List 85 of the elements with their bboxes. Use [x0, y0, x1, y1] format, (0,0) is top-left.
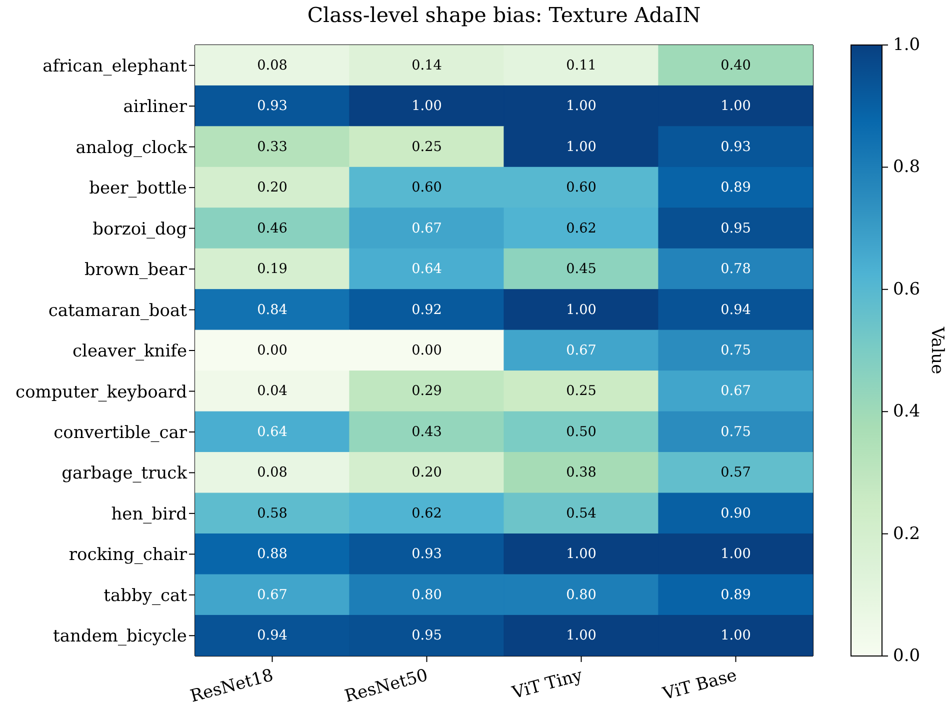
data-label: 0.80 [566, 586, 596, 603]
data-label: 0.04 [257, 383, 288, 400]
data-label: 0.45 [566, 261, 596, 278]
data-label: 0.89 [720, 180, 751, 196]
data-label: 0.75 [720, 342, 751, 358]
data-label: 0.64 [257, 424, 288, 440]
data-label: 0.62 [566, 220, 596, 236]
data-label: 0.93 [720, 138, 751, 155]
y-tick-label: african_elephant [42, 56, 188, 76]
color-bar-label: 0.4 [893, 402, 920, 422]
y-tick-label: tabby_cat [104, 586, 188, 606]
data-label: 0.95 [720, 220, 751, 236]
data-label: 1.00 [720, 628, 751, 644]
color-bar-label: 0.6 [893, 279, 920, 300]
y-tick-label: tandem_bicycle [53, 626, 187, 647]
data-label: 0.19 [257, 261, 288, 278]
data-label: 0.90 [720, 505, 751, 522]
y-tick-label: computer_keyboard [16, 382, 188, 402]
data-label: 0.25 [412, 138, 442, 155]
data-label: 0.95 [412, 628, 442, 644]
data-label: 0.60 [566, 180, 596, 196]
data-label: 1.00 [566, 138, 596, 155]
y-tick-label: convertible_car [54, 423, 188, 443]
y-tick-label: analog_clock [76, 138, 188, 158]
data-label: 0.43 [412, 424, 442, 440]
data-label: 0.64 [412, 261, 442, 278]
data-label: 0.89 [720, 586, 751, 603]
data-label: 1.00 [720, 98, 751, 114]
data-label: 0.54 [566, 505, 596, 522]
color-bar-label: 0.0 [893, 646, 920, 666]
x-tick-label: ViT Tiny [509, 665, 585, 704]
data-label: 0.88 [257, 546, 288, 562]
data-label: 0.60 [412, 180, 442, 196]
data-label: 0.00 [257, 342, 288, 358]
data-label: 0.00 [412, 342, 442, 358]
y-tick-label: rocking_chair [68, 545, 188, 566]
data-label: 0.57 [720, 464, 751, 481]
data-label: 0.67 [257, 586, 288, 603]
color-bar-title: Value [927, 326, 947, 374]
y-tick-label: cleaver_knife [72, 342, 187, 362]
data-label: 0.93 [257, 98, 288, 114]
color-bar-label: 0.2 [893, 524, 920, 544]
data-label: 1.00 [566, 98, 596, 114]
data-label: 0.94 [720, 302, 751, 318]
data-label: 0.75 [720, 424, 751, 440]
data-label: 0.93 [412, 546, 442, 562]
data-label: 1.00 [720, 546, 751, 562]
data-label: 0.67 [566, 342, 596, 358]
y-tick-label: catamaran_boat [48, 300, 188, 321]
data-label: 0.29 [412, 383, 442, 400]
data-label: 0.50 [566, 424, 596, 440]
data-label: 0.25 [566, 383, 596, 400]
data-label: 1.00 [412, 98, 442, 114]
y-tick-label: garbage_truck [62, 464, 188, 484]
data-label: 0.67 [720, 383, 751, 400]
y-tick-label: beer_bottle [89, 178, 187, 199]
data-label: 0.33 [257, 138, 288, 155]
data-label: 0.58 [257, 505, 288, 522]
data-label: 0.80 [412, 586, 442, 603]
chart-title: Class-level shape bias: Texture AdaIN [307, 3, 701, 27]
data-label: 0.08 [257, 464, 288, 481]
data-label: 1.00 [566, 628, 596, 644]
data-label: 0.20 [412, 464, 442, 481]
data-label: 1.00 [566, 546, 596, 562]
data-label: 0.84 [257, 302, 288, 318]
data-label: 0.94 [257, 628, 288, 644]
data-label: 0.14 [412, 57, 442, 74]
data-label: 0.92 [412, 302, 442, 318]
data-label: 0.78 [720, 261, 751, 278]
x-tick-label: ViT Base [660, 666, 740, 705]
data-label: 1.00 [566, 302, 596, 318]
color-bar-label: 1.0 [893, 35, 920, 55]
data-label: 0.38 [566, 464, 596, 481]
y-tick-label: borzoi_dog [92, 219, 188, 240]
data-label: 0.46 [257, 220, 288, 236]
data-label: 0.11 [566, 57, 596, 74]
color-bar-label: 0.8 [893, 157, 920, 178]
y-tick-label: brown_bear [84, 260, 188, 280]
data-label: 0.20 [257, 180, 288, 196]
data-label: 0.67 [412, 220, 442, 236]
y-tick-label: hen_bird [111, 504, 188, 524]
data-label: 0.40 [720, 57, 751, 74]
data-label: 0.62 [412, 505, 442, 522]
data-label: 0.08 [257, 57, 288, 74]
y-tick-label: airliner [123, 97, 188, 118]
